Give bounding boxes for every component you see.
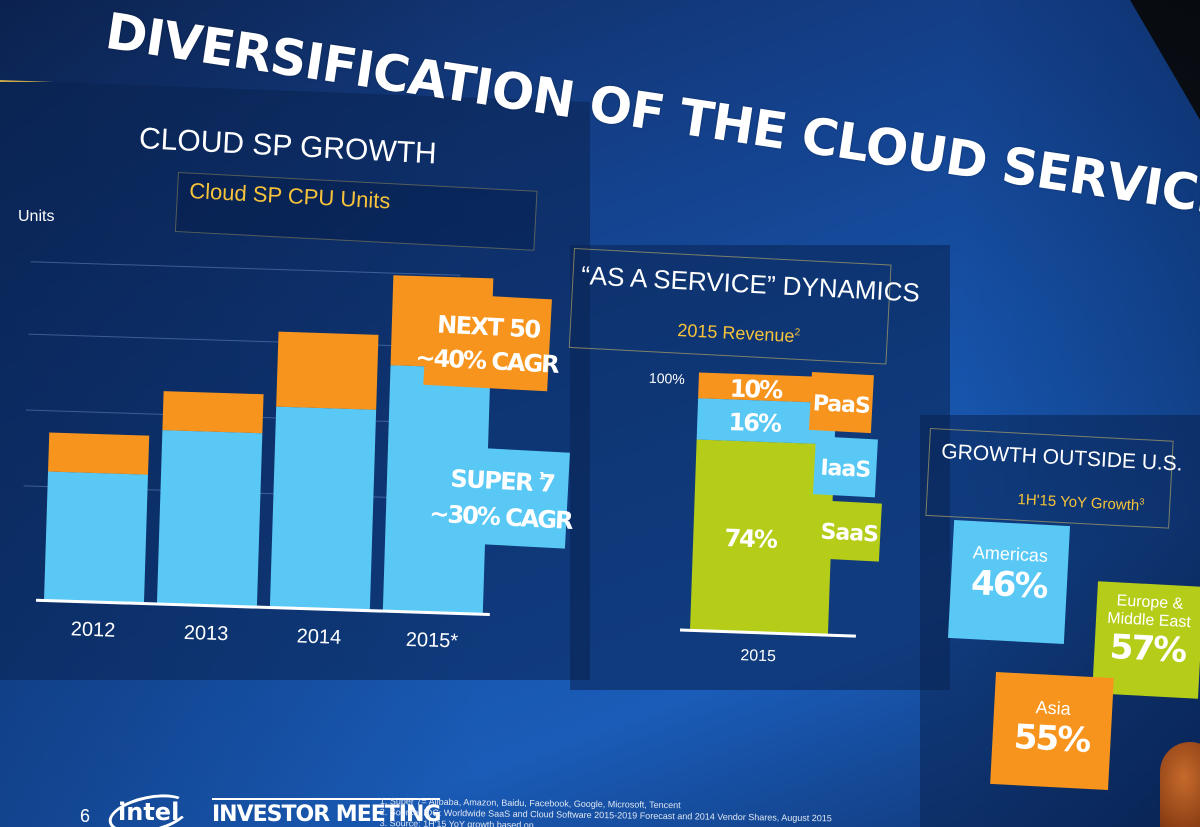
bar-2013-super-7: [156, 430, 263, 608]
super-7-callout-line1: SUPER 7: [450, 465, 555, 498]
legend-paas-label: PaaS: [812, 391, 870, 419]
x-tick-2012: 2012: [71, 618, 116, 641]
next-50-callout-line1: NEXT 50: [436, 310, 541, 343]
segment-label-paas: 10%: [729, 374, 783, 404]
bar-2014-next-50: [276, 331, 379, 410]
region-americas-value: 46%: [970, 562, 1048, 607]
investor-meeting-label: INVESTOR MEETING: [212, 798, 441, 827]
legend-iaas: IaaS: [812, 436, 878, 498]
footnotes: 1. Super 7= Alibaba, Amazon, Baidu, Face…: [380, 796, 833, 827]
legend-iaas-box: [812, 436, 878, 498]
legend-iaas-label: IaaS: [820, 456, 871, 484]
y-axis-label: Units: [18, 208, 55, 225]
super-7-callout: SUPER 71~30% CAGR: [429, 446, 574, 549]
next-50-callout-box: [423, 292, 552, 392]
segment-saas: [689, 439, 835, 636]
region-americas: Americas 46%: [947, 520, 1071, 644]
gridline-3: [30, 261, 461, 276]
region-asia: Asia 55%: [990, 671, 1114, 791]
region-asia-value: 55%: [1012, 716, 1091, 761]
x-tick-2015: 2015: [740, 647, 776, 665]
legend-paas-box: [808, 372, 874, 434]
segment-paas: [698, 372, 837, 404]
bar-2015-super-7: [382, 365, 491, 615]
region-emea-name: Europe & Middle East: [1106, 592, 1192, 631]
bar-2012-super-7: [43, 471, 148, 604]
mid-x-axis-line: [679, 628, 856, 638]
x-tick-2014: 2014: [296, 625, 341, 648]
gridline-2: [28, 333, 459, 349]
x-tick-2013: 2013: [183, 622, 228, 645]
bar-2014-super-7: [269, 406, 377, 611]
bar-2013-next-50: [162, 391, 264, 434]
legend-saas-box: [816, 500, 882, 562]
region-emea-value: 57%: [1108, 627, 1187, 672]
super-7-footnote-ref: 1: [538, 471, 546, 482]
legend-saas-label: SaaS: [820, 520, 879, 548]
audience-member-head: [1160, 742, 1200, 827]
segment-label-iaas: 16%: [728, 408, 782, 438]
as-a-service-chart: 74% 16% 10% 100% 2015: [649, 370, 856, 665]
segment-iaas: [696, 398, 837, 445]
bar-2012-next-50: [48, 432, 150, 475]
x-tick-2015: 2015*: [405, 629, 458, 653]
segment-label-saas: 74%: [724, 524, 778, 554]
page-number: 6: [80, 806, 91, 826]
y-tick-100: 100%: [649, 370, 685, 387]
legend-saas: SaaS: [816, 500, 882, 562]
intel-logo-text: intel: [118, 798, 180, 826]
x-axis-line: [35, 598, 490, 616]
legend-paas: PaaS: [808, 372, 874, 434]
super-7-callout-box: [437, 446, 570, 549]
next-50-callout: NEXT 50~40% CAGR: [415, 292, 560, 392]
